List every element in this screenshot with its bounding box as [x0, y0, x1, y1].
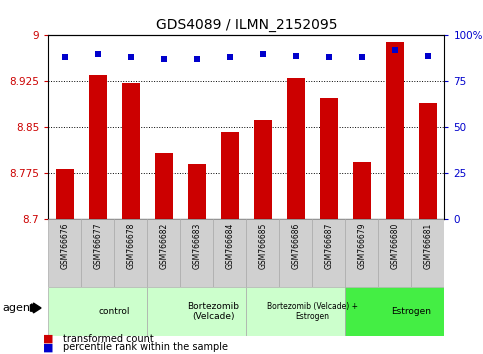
- Text: GSM766680: GSM766680: [390, 223, 399, 269]
- Text: GSM766679: GSM766679: [357, 223, 366, 269]
- Text: ■: ■: [43, 342, 54, 352]
- Text: GSM766677: GSM766677: [93, 223, 102, 269]
- Text: GSM766687: GSM766687: [325, 223, 333, 269]
- Bar: [419, 103, 437, 219]
- Bar: [378, 219, 412, 287]
- Point: [292, 53, 300, 58]
- Bar: [147, 219, 180, 287]
- Bar: [122, 83, 140, 219]
- Point: [127, 55, 135, 60]
- Text: GSM766681: GSM766681: [424, 223, 432, 269]
- Bar: [279, 219, 313, 287]
- Title: GDS4089 / ILMN_2152095: GDS4089 / ILMN_2152095: [156, 18, 337, 32]
- Bar: [188, 164, 206, 219]
- Text: GSM766678: GSM766678: [127, 223, 135, 269]
- Point: [160, 57, 168, 62]
- Text: ■: ■: [43, 334, 54, 344]
- Text: GSM766686: GSM766686: [291, 223, 300, 269]
- Bar: [48, 219, 81, 287]
- Point: [259, 51, 267, 57]
- Text: Bortezomib (Velcade) +
Estrogen: Bortezomib (Velcade) + Estrogen: [267, 302, 358, 321]
- Point: [193, 57, 201, 62]
- Bar: [320, 98, 338, 219]
- Text: transformed count: transformed count: [63, 334, 154, 344]
- Point: [226, 55, 234, 60]
- Text: GSM766676: GSM766676: [60, 223, 69, 269]
- Text: GSM766684: GSM766684: [226, 223, 234, 269]
- Text: control: control: [99, 307, 130, 316]
- Bar: [246, 287, 345, 336]
- Text: Estrogen: Estrogen: [391, 307, 431, 316]
- Bar: [254, 120, 272, 219]
- Bar: [56, 169, 74, 219]
- Text: GSM766685: GSM766685: [258, 223, 267, 269]
- Bar: [155, 153, 173, 219]
- Bar: [81, 219, 114, 287]
- Text: GSM766683: GSM766683: [192, 223, 201, 269]
- Bar: [48, 287, 147, 336]
- Point: [94, 51, 102, 57]
- Text: agent: agent: [2, 303, 35, 313]
- Bar: [213, 219, 246, 287]
- Bar: [412, 219, 444, 287]
- Text: GSM766682: GSM766682: [159, 223, 168, 269]
- Point: [325, 55, 333, 60]
- Point: [391, 47, 399, 53]
- Point: [358, 55, 366, 60]
- Bar: [287, 78, 305, 219]
- Point: [424, 53, 432, 58]
- Bar: [313, 219, 345, 287]
- Bar: [180, 219, 213, 287]
- Bar: [345, 219, 378, 287]
- Bar: [221, 132, 239, 219]
- Bar: [89, 75, 107, 219]
- Bar: [386, 41, 404, 219]
- Text: Bortezomib
(Velcade): Bortezomib (Velcade): [187, 302, 239, 321]
- Bar: [147, 287, 246, 336]
- Bar: [114, 219, 147, 287]
- Bar: [353, 162, 371, 219]
- Bar: [246, 219, 279, 287]
- Point: [61, 55, 69, 60]
- Text: percentile rank within the sample: percentile rank within the sample: [63, 342, 228, 352]
- Bar: [345, 287, 444, 336]
